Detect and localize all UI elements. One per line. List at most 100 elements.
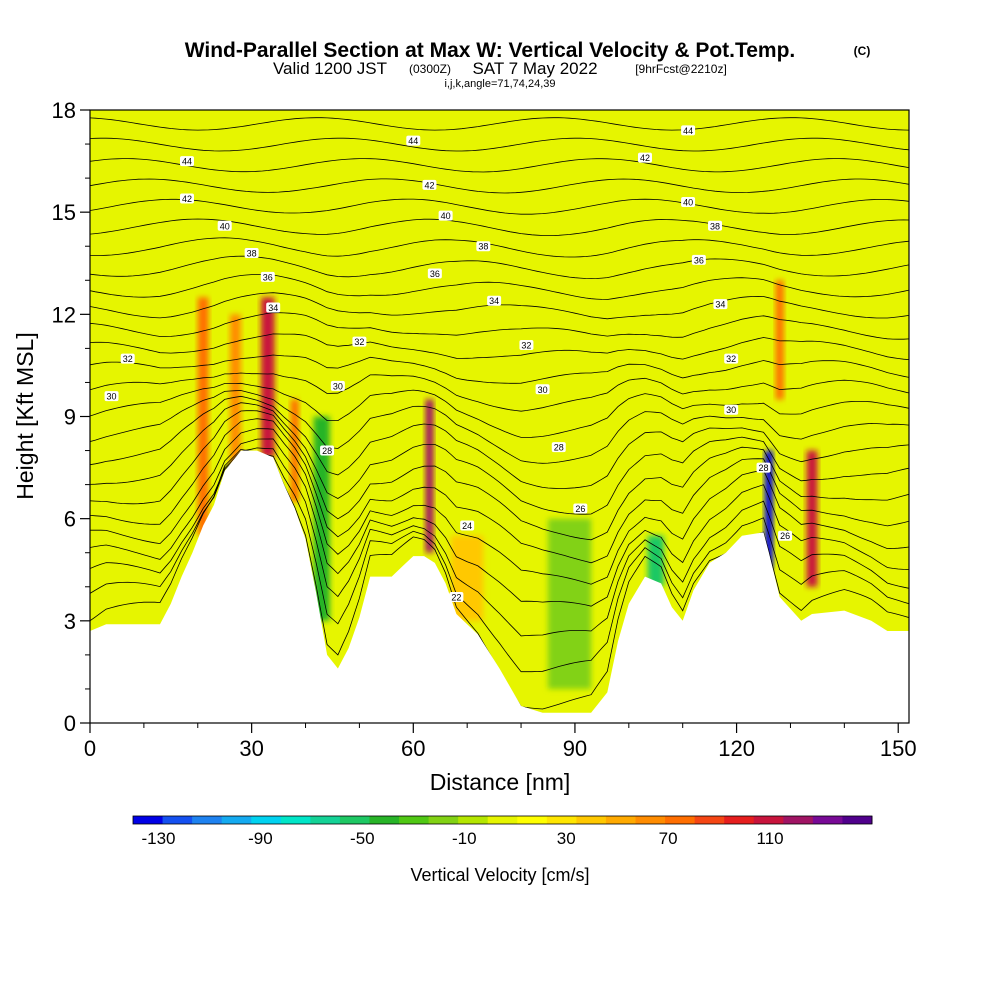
contour-label: 28 [322,446,332,456]
theta-contour-line [90,452,909,673]
contour-label-bg [422,179,437,190]
x-tick-label: 60 [401,736,425,761]
theta-contour-line [90,237,909,258]
colorbar-tick-label: 110 [757,829,784,848]
colorbar-tick-label: -50 [350,829,375,848]
w-feature [290,399,299,502]
contour-label-bg [449,591,464,602]
colorbar-swatch [339,816,370,824]
contour-label-bg [681,125,696,136]
contour-label-bg [406,135,421,146]
contour-label-bg [756,462,771,473]
theta-contour-line [90,418,909,564]
contour-label: 36 [694,255,704,265]
contour-label: 28 [554,443,564,453]
colorbar-swatch [724,816,755,824]
contour-label-bg [104,391,119,402]
forecast-tag: [9hrFcst@2210z] [635,62,727,76]
theta-contour-line [90,137,909,152]
section-parameters: i,j,k,angle=71,74,24,39 [444,78,555,90]
theta-contour-line [90,354,909,384]
colorbar-swatch [251,816,282,824]
contour-label: 38 [710,221,720,231]
colorbar-swatch [842,816,873,824]
y-axis-label: Height [Kft MSL] [12,332,38,499]
contour-label-bg [179,193,194,204]
colorbar-swatch [369,816,400,824]
contour-label: 44 [408,136,418,146]
contour-label-bg [573,503,588,514]
contour-label: 36 [430,269,440,279]
chart-title-block: Wind-Parallel Section at Max W: Vertical… [185,39,871,90]
x-tick-label: 120 [718,736,755,761]
colorbar: -130 -90 -50 -10 30 70 110 [132,815,873,848]
contour-label: 24 [462,521,472,531]
y-tick-label: 12 [52,302,76,327]
contour-label: 42 [640,153,650,163]
theta-contour-line [90,395,909,489]
w-feature [547,518,592,689]
contour-label-bg [551,442,566,453]
plot-area: 4442403836343230323028444240383634323028… [52,97,917,761]
colorbar-swatch [192,816,223,824]
colorbar-swatch [546,816,577,824]
contour-label-bg [535,384,550,395]
contour-label-bg [179,156,194,167]
w-feature [764,450,773,570]
colorbar-swatch [517,816,548,824]
chart-title: Wind-Parallel Section at Max W: Vertical… [185,39,796,62]
theta-contour-line [90,97,909,109]
x-tick-label: 90 [563,736,587,761]
contour-label: 36 [263,272,273,282]
colorbar-swatch [487,816,518,824]
contour-label-bg [244,248,259,259]
contour-label: 32 [123,354,133,364]
contour-label: 34 [489,296,499,306]
x-tick-label: 30 [239,736,263,761]
colorbar-swatch [605,816,637,824]
colorbar-tick-label: 70 [659,829,678,848]
contour-label-bg [217,220,232,231]
colorbar-swatch [221,816,252,824]
contour-label: 32 [726,354,736,364]
theta-contour-line [90,333,909,360]
contour-label: 42 [182,194,192,204]
colorbar-frame [132,815,873,825]
contour-label-bg [778,530,793,541]
contour-label-bg [330,380,345,391]
contour-label-bg [460,520,475,531]
contour-label: 30 [726,405,736,415]
contour-label-bg [681,196,696,207]
contour-label: 32 [521,340,531,350]
contour-label: 40 [220,221,230,231]
y-tick-label: 6 [64,507,76,532]
contour-label-bg [427,268,442,279]
x-axis-label: Distance [nm] [430,769,571,795]
y-tick-label: 0 [64,711,76,736]
contour-label: 26 [780,531,790,541]
w-feature [806,450,818,587]
contour-label-bg [352,336,367,347]
colorbar-tick-label: -10 [452,829,477,848]
colorbar-swatch [399,816,430,824]
theta-contour-line [90,274,909,300]
contour-label: 40 [441,211,451,221]
colorbar-swatch [665,816,696,824]
colorbar-swatch [310,816,341,824]
valid-time-utc: (0300Z) [409,62,451,76]
y-tick-label: 9 [64,405,76,430]
contour-label: 44 [182,157,192,167]
contour-label: 30 [107,392,117,402]
colorbar-swatch [783,816,814,824]
theta-contour-line [90,312,909,340]
w-feature [261,297,275,458]
colorbar-swatch [133,816,164,824]
y-tick-label: 15 [52,200,76,225]
theta-contour-line [90,178,909,194]
contour-label: 40 [683,197,693,207]
contour-label-bg [724,404,739,415]
theta-contour-line [90,438,909,607]
theta-contour-line [90,255,909,280]
potential-temperature-contours [90,97,909,710]
